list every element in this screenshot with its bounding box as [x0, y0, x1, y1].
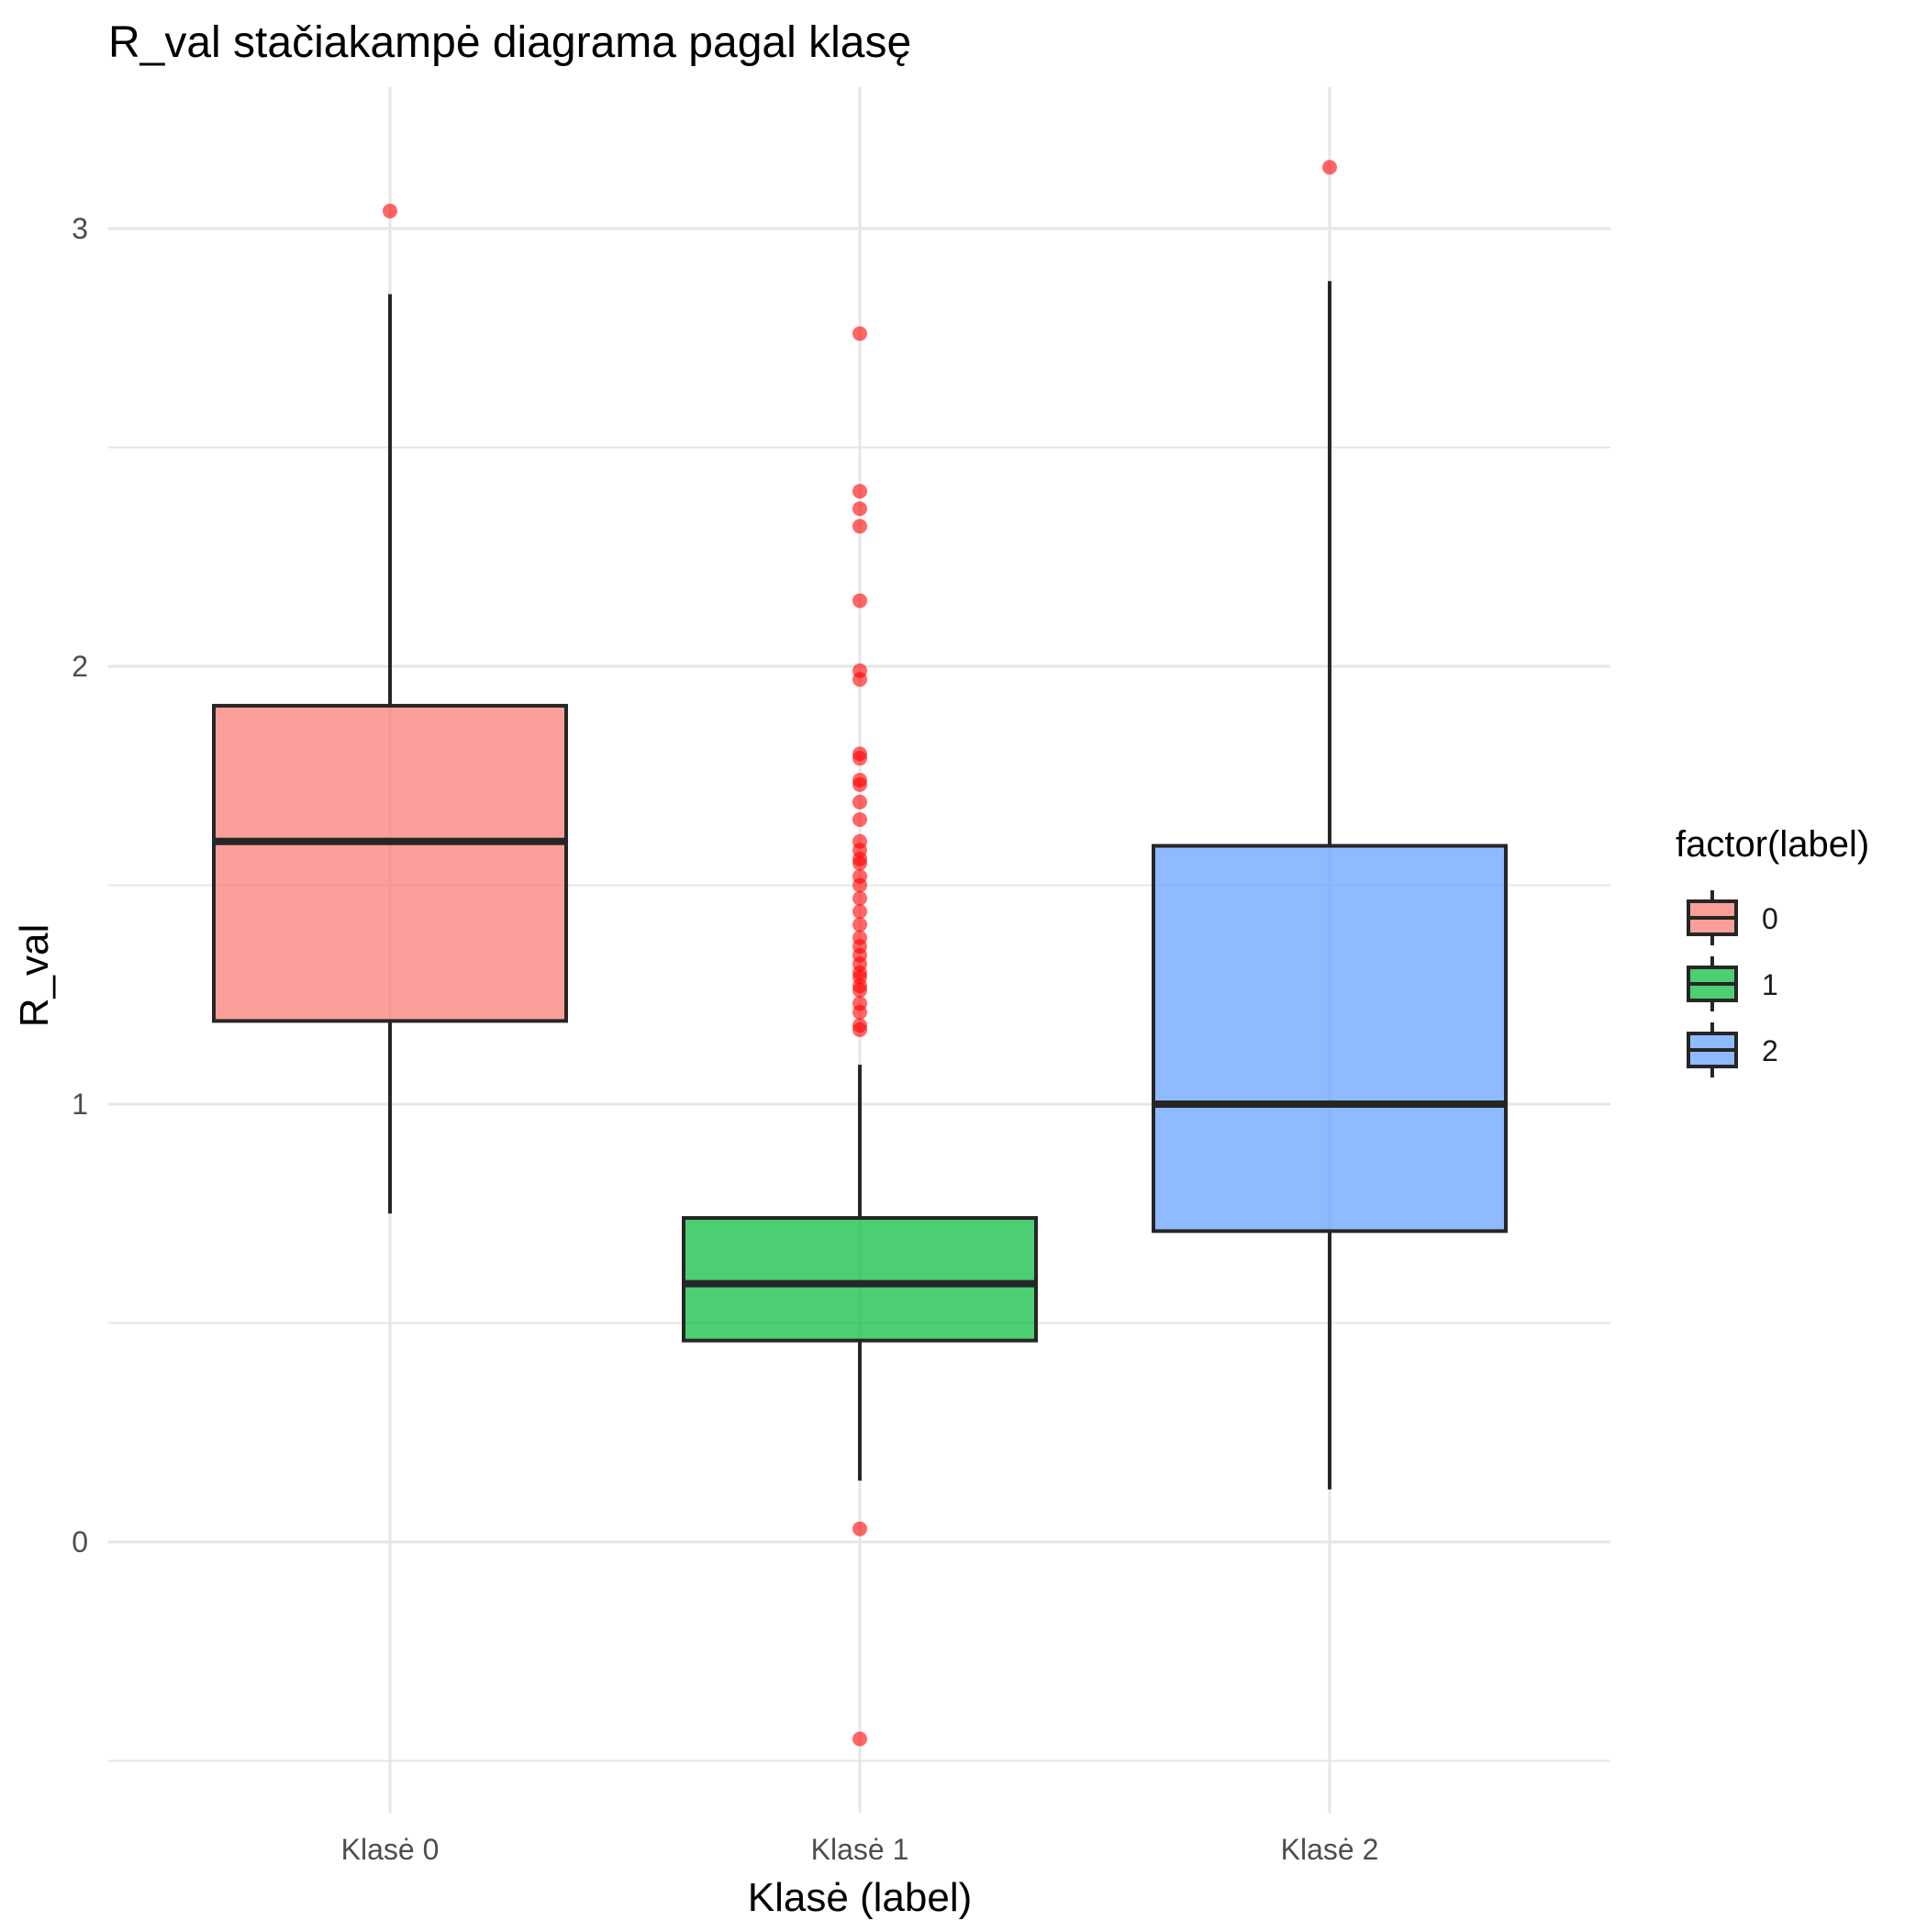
outlier-point — [852, 593, 867, 609]
outlier-point — [852, 794, 867, 810]
x-axis-title: Klasė (label) — [748, 1875, 973, 1920]
iqr-box — [212, 703, 568, 1023]
outlier-point — [852, 326, 867, 341]
outlier-point — [852, 1521, 867, 1536]
box-group-class-2 — [1152, 160, 1508, 1490]
outlier-point — [852, 811, 867, 827]
legend-label: 2 — [1762, 1034, 1778, 1067]
box-group-class-1 — [682, 326, 1038, 1747]
iqr-box — [682, 1216, 1038, 1343]
outlier-point — [852, 672, 867, 687]
legend-item-2: 2 — [1687, 1022, 1778, 1078]
outlier-point — [852, 519, 867, 534]
y-axis-title: R_val — [12, 924, 57, 1028]
y-axis-ticks: 0 1 2 3 — [72, 212, 88, 1558]
y-tick-label: 2 — [72, 650, 88, 683]
x-tick-label: Klasė 0 — [341, 1833, 440, 1866]
outlier-point — [852, 1022, 867, 1037]
legend-item-1: 1 — [1687, 956, 1778, 1011]
x-tick-label: Klasė 1 — [811, 1833, 909, 1866]
legend-item-0: 0 — [1687, 890, 1778, 945]
outlier-point — [1322, 160, 1337, 175]
outlier-point — [852, 751, 867, 766]
outlier-point — [852, 501, 867, 517]
outlier-point — [852, 1004, 867, 1020]
legend-title: factor(label) — [1676, 824, 1869, 865]
y-tick-label: 0 — [72, 1525, 88, 1558]
boxes-layer — [212, 160, 1508, 1747]
y-tick-label: 1 — [72, 1088, 88, 1121]
legend-label: 1 — [1762, 968, 1778, 1001]
y-tick-label: 3 — [72, 212, 88, 245]
outlier-point — [852, 904, 867, 920]
iqr-box — [1152, 843, 1508, 1234]
legend: factor(label) 0 1 2 — [1676, 824, 1869, 1078]
outlier-point — [852, 877, 867, 893]
outlier-point — [852, 890, 867, 906]
outlier-point — [852, 855, 867, 871]
chart-title: R_val stačiakampė diagrama pagal klasę — [108, 18, 911, 67]
x-tick-label: Klasė 2 — [1281, 1833, 1379, 1866]
x-axis-ticks: Klasė 0 Klasė 1 Klasė 2 — [341, 1833, 1379, 1866]
box-group-class-0 — [212, 203, 568, 1214]
outlier-point — [852, 982, 867, 998]
outlier-point — [383, 203, 397, 218]
outlier-point — [852, 917, 867, 932]
outlier-point — [852, 484, 867, 499]
legend-label: 0 — [1762, 902, 1778, 935]
outlier-point — [852, 776, 867, 792]
outlier-point — [852, 1731, 867, 1747]
